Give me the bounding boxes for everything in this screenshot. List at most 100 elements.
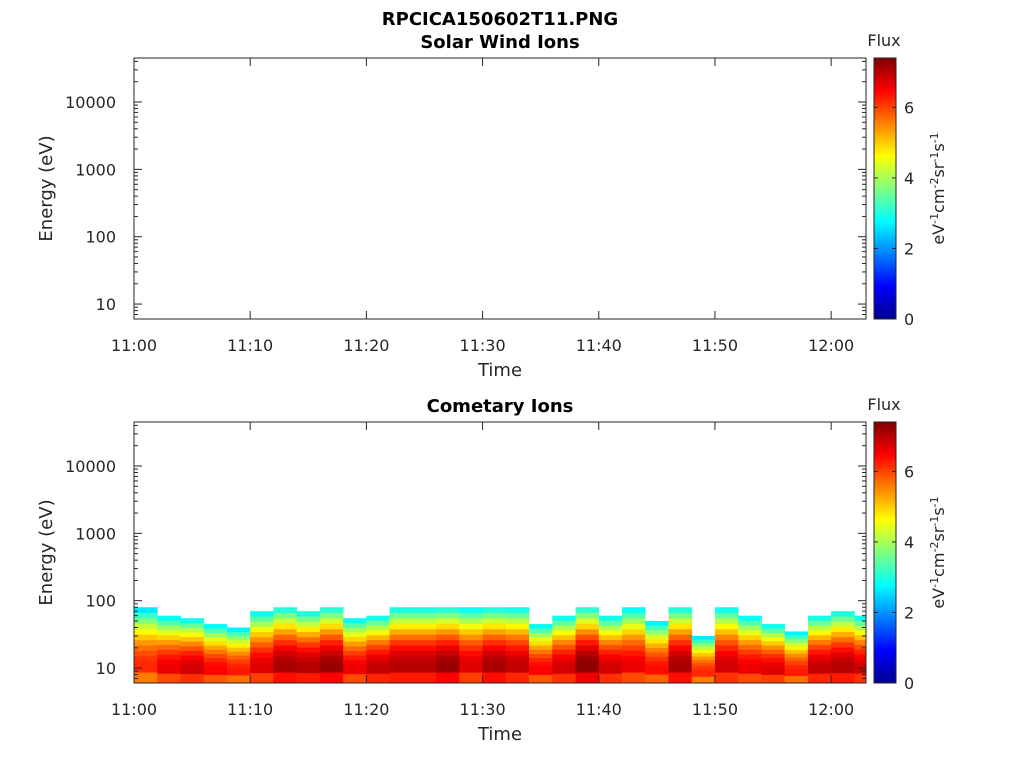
spectrogram-cell [319, 661, 344, 668]
spectrogram-cell [854, 668, 867, 674]
spectrogram-cell [459, 677, 483, 684]
spectrogram-cell [761, 636, 786, 642]
spectrogram-cell [273, 655, 298, 662]
spectrogram-cell [738, 678, 762, 684]
y-tick-label: 1000 [75, 524, 116, 543]
spectrogram-cell [226, 631, 251, 636]
spectrogram-cell [482, 623, 507, 630]
colorbar-unit-label: eV-1cm-2sr-1s-1 [928, 496, 949, 608]
spectrogram-cell [343, 678, 367, 684]
spectrogram-cell [273, 634, 298, 641]
y-tick-label: 100 [85, 228, 116, 247]
spectrogram-cell [784, 679, 809, 684]
spectrogram-cell [714, 607, 739, 614]
spectrogram-cell [645, 629, 669, 635]
spectrogram-cell [691, 679, 716, 684]
spectrogram-cell [412, 607, 437, 614]
spectrogram-cell [622, 645, 646, 651]
panel-title: Cometary Ions [427, 396, 574, 417]
spectrogram-cell [738, 644, 762, 650]
spectrogram-cell [645, 674, 669, 679]
spectrogram-cell [273, 623, 298, 630]
spectrogram-cell [203, 624, 228, 629]
spectrogram-cell [226, 635, 251, 640]
spectrogram-cell [645, 638, 669, 644]
spectrogram-cell [505, 677, 530, 684]
spectrogram-cell [831, 631, 855, 638]
spectrogram-cell [250, 636, 274, 643]
spectrogram-cell [854, 615, 867, 621]
spectrogram-cell [622, 628, 646, 635]
spectrogram-cell [691, 662, 716, 667]
spectrogram-cell [714, 677, 739, 684]
spectrogram-cell [273, 612, 298, 619]
spectrogram-cell [296, 662, 321, 668]
spectrogram-cell [134, 612, 158, 619]
spectrogram-cell [203, 640, 228, 646]
spectrogram-cell [505, 666, 530, 673]
spectrogram-cell [529, 661, 553, 667]
spectrogram-cell [250, 667, 274, 674]
spectrogram-cell [319, 618, 344, 624]
spectrogram-cell [180, 627, 205, 633]
spectrogram-cell [505, 628, 530, 635]
spectrogram-cell [273, 677, 298, 684]
x-tick-label: 11:50 [692, 700, 738, 719]
spectrogram-cell [412, 634, 437, 641]
spectrogram-cell [714, 672, 739, 678]
spectrogram-cell [436, 634, 460, 641]
spectrogram-cell [738, 625, 762, 631]
spectrogram-cell [552, 644, 576, 650]
spectrogram-cell [807, 678, 832, 684]
spectrogram-cell [529, 657, 553, 663]
spectrogram-cell [226, 667, 251, 672]
spectrogram-cell [343, 618, 367, 624]
x-tick-label: 11:00 [111, 336, 157, 355]
spectrogram-cell [157, 620, 181, 626]
spectrogram-cell [134, 666, 158, 673]
spectrogram-cell [389, 628, 414, 635]
spectrogram-cell [157, 658, 181, 665]
spectrogram-cell [203, 678, 228, 684]
spectrogram-cell [366, 673, 391, 679]
spectrogram-cell [505, 639, 530, 646]
spectrogram-cell [436, 661, 460, 668]
spectrogram-cell [691, 659, 716, 664]
spectrogram-cell [319, 677, 344, 684]
spectrogram-cell [366, 630, 391, 636]
spectrogram-cell [436, 655, 460, 662]
colorbar-tick-label: 6 [904, 462, 914, 481]
spectrogram-cell [622, 672, 646, 678]
spectrogram-cell [412, 623, 437, 630]
spectrogram-cell [831, 616, 855, 622]
spectrogram-cell [761, 653, 786, 659]
spectrogram-cell [343, 627, 367, 633]
spectrogram-cell [482, 607, 507, 614]
spectrogram-cell [250, 621, 274, 627]
spectrogram-cell [343, 636, 367, 642]
spectrogram-cell [226, 659, 251, 664]
spectrogram-cell [738, 658, 762, 665]
spectrogram-cell [529, 649, 553, 654]
x-tick-label: 11:40 [576, 336, 622, 355]
spectrogram-cell [296, 647, 321, 653]
spectrogram-cell [854, 639, 867, 645]
x-tick-label: 12:00 [808, 700, 854, 719]
y-axis-label: Energy (eV) [36, 135, 57, 241]
spectrogram-cell [529, 640, 553, 646]
spectrogram-cell [714, 618, 739, 624]
spectrogram-cell [622, 655, 646, 662]
spectrogram-cell [807, 673, 832, 679]
spectrogram-cell [319, 639, 344, 646]
spectrogram-cell [831, 641, 855, 648]
colorbar-tick-label: 4 [904, 533, 914, 552]
spectrogram-cell [226, 647, 251, 652]
spectrogram-cell [761, 666, 786, 671]
spectrogram-cell [296, 652, 321, 658]
spectrogram-cell [784, 660, 809, 665]
spectrogram-cell [482, 639, 507, 646]
spectrogram-cell [529, 678, 553, 684]
spectrogram-cell [250, 626, 274, 633]
spectrogram-cell [296, 626, 321, 633]
spectrogram-cell [529, 653, 553, 659]
